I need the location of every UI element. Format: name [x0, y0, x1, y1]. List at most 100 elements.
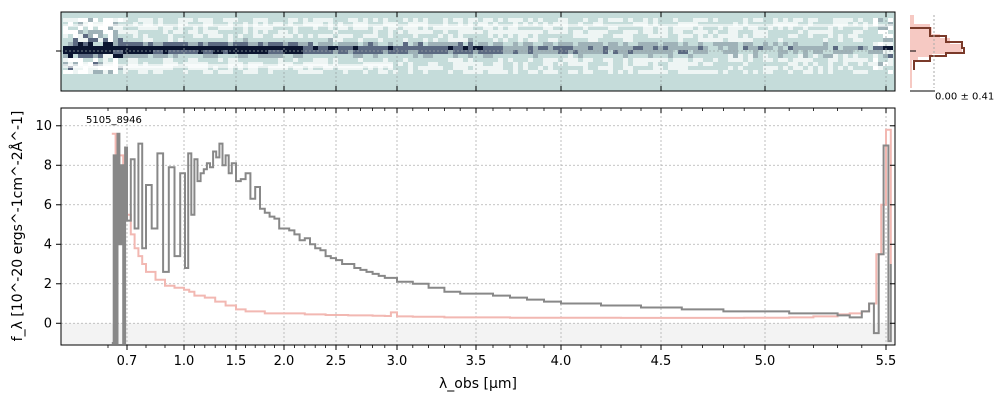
spectrum-2d-pixel: [268, 50, 273, 54]
spectrum-2d-pixel: [688, 34, 693, 38]
spectrum-2d-pixel: [138, 26, 143, 30]
spectrum-2d-pixel: [468, 26, 473, 30]
spectrum-2d-pixel: [538, 50, 543, 54]
spectrum-2d-pixel: [443, 18, 448, 22]
spectrum-2d-pixel: [558, 30, 563, 34]
spectrum-2d-pixel: [183, 46, 188, 50]
spectrum-2d-pixel: [283, 30, 288, 34]
spectrum-2d-pixel: [258, 34, 263, 38]
spectrum-2d-pixel: [163, 46, 168, 50]
spectrum-2d-pixel: [208, 34, 213, 38]
spectrum-2d-pixel: [78, 42, 83, 46]
spectrum-2d-pixel: [883, 38, 888, 42]
y-tick-label: 8: [44, 158, 52, 173]
profile-panel: 0.00 ± 0.41: [910, 15, 994, 102]
spectrum-2d-pixel: [493, 50, 498, 54]
spectrum-2d-pixel: [98, 30, 103, 34]
spectrum-2d-pixel: [618, 50, 623, 54]
spectrum-2d-pixel: [798, 30, 803, 34]
spectrum-2d-pixel: [218, 34, 223, 38]
spectrum-2d-pixel: [493, 46, 498, 50]
spectrum-2d-pixel: [493, 30, 498, 34]
spectrum-2d-pixel: [383, 70, 388, 74]
spectrum-2d-pixel: [263, 42, 268, 46]
y-tick-label: 6: [44, 198, 52, 213]
spectrum-2d-pixel: [328, 50, 333, 54]
spectrum-2d-pixel: [623, 38, 628, 42]
spectrum-2d-pixel: [873, 42, 878, 46]
y-tick-labels: 0 2 4 6 8 10: [35, 119, 52, 332]
spectrum-2d-pixel: [878, 50, 883, 54]
spectrum-2d-pixel: [488, 70, 493, 74]
spectrum-2d-pixel: [78, 26, 83, 30]
spectrum-2d-pixel: [338, 26, 343, 30]
spectrum-2d-pixel: [168, 42, 173, 46]
spectrum-2d-pixel: [263, 30, 268, 34]
spectrum-2d-pixel: [478, 70, 483, 74]
spectrum-2d-pixel: [783, 18, 788, 22]
spectrum-2d-pixel: [303, 18, 308, 22]
spectrum-2d-pixel: [443, 46, 448, 50]
spectrum-2d-pixel: [858, 46, 863, 50]
spectrum-2d-pixel: [683, 42, 688, 46]
spectrum-2d-pixel: [453, 18, 458, 22]
spectrum-2d-pixel: [83, 18, 88, 22]
spectrum-2d-pixel: [833, 54, 838, 58]
spectrum-2d-pixel: [278, 54, 283, 58]
spectrum-2d-pixel: [823, 38, 828, 42]
spectrum-2d-pixel: [573, 70, 578, 74]
spectrum-2d-pixel: [753, 50, 758, 54]
spectrum-2d-pixel: [693, 70, 698, 74]
spectrum-2d-pixel: [458, 66, 463, 70]
spectrum-2d-pixel: [808, 18, 813, 22]
spectrum-2d-pixel: [418, 46, 423, 50]
spectrum-2d-pixel: [488, 46, 493, 50]
x-tick-label: 1.5: [226, 354, 247, 369]
spectrum-2d-pixel: [63, 30, 68, 34]
spectrum-2d-pixel: [478, 46, 483, 50]
spectrum-2d-pixel: [678, 58, 683, 62]
spectrum-2d-pixel: [458, 26, 463, 30]
spectrum-2d-pixel: [158, 54, 163, 58]
spectrum-2d-pixel: [613, 50, 618, 54]
spectrum-2d-pixel: [733, 30, 738, 34]
spectrum-2d-pixel: [258, 46, 263, 50]
spectrum-2d-pixel: [363, 50, 368, 54]
spectrum-2d-pixel: [93, 34, 98, 38]
spectrum-2d-pixel: [618, 34, 623, 38]
spectrum-2d-pixel: [558, 18, 563, 22]
spectrum-2d-pixel: [493, 70, 498, 74]
spectrum-2d-pixel: [693, 46, 698, 50]
spectrum-2d-pixel: [548, 26, 553, 30]
spectrum-2d-pixel: [73, 50, 78, 54]
spectrum-2d-pixel: [703, 62, 708, 66]
spectrum-2d-pixel: [838, 66, 843, 70]
spectrum-2d-pixel: [578, 42, 583, 46]
spectrum-2d-pixel: [83, 34, 88, 38]
spectrum-2d-pixel: [623, 50, 628, 54]
spectrum-2d-pixel: [483, 50, 488, 54]
spectrum-2d-pixel: [218, 58, 223, 62]
spectrum-2d-pixel: [168, 26, 173, 30]
spectrum-2d-pixel: [498, 62, 503, 66]
spectrum-2d-pixel: [578, 46, 583, 50]
spectrum-2d-pixel: [498, 30, 503, 34]
spectrum-2d-pixel: [528, 70, 533, 74]
spectrum-2d-pixel: [508, 18, 513, 22]
spectrum-2d-pixel: [128, 30, 133, 34]
spectrum-2d-pixel: [628, 50, 633, 54]
spectrum-2d-pixel: [263, 50, 268, 54]
spectrum-2d-pixel: [718, 26, 723, 30]
spectrum-2d-pixel: [733, 54, 738, 58]
spectrum-2d-pixel: [138, 70, 143, 74]
spectrum-2d-pixel: [678, 30, 683, 34]
spectrum-2d-pixel: [408, 46, 413, 50]
spectrum-2d-pixel: [248, 46, 253, 50]
spectrum-2d-pixel: [378, 46, 383, 50]
spectrum-2d-pixel: [888, 58, 893, 62]
spectrum-2d-pixel: [253, 30, 258, 34]
spectrum-2d-pixel: [798, 66, 803, 70]
spectrum-2d-pixel: [163, 50, 168, 54]
spectrum-2d-pixel: [193, 46, 198, 50]
spectrum-2d-pixel: [68, 70, 73, 74]
